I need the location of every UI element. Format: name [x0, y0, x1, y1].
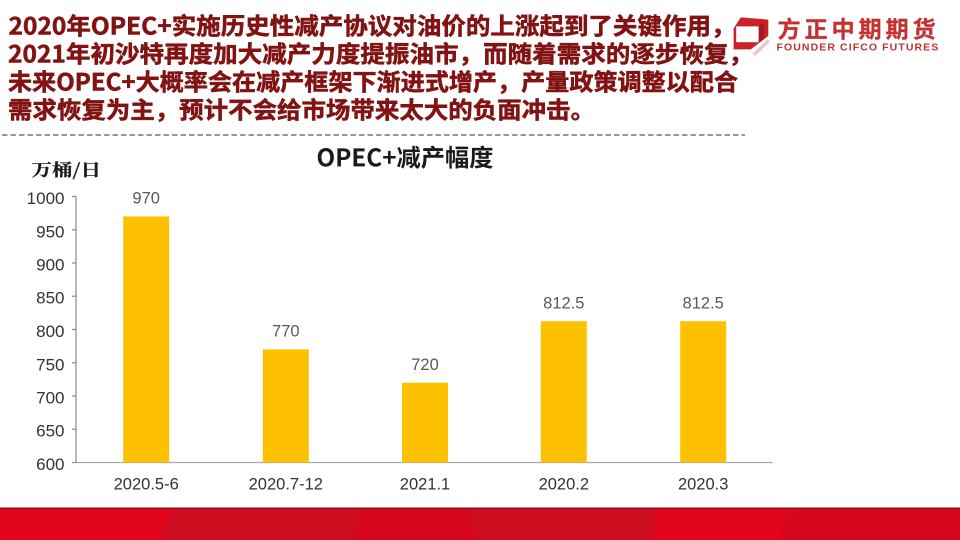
svg-text:970: 970 [132, 190, 160, 208]
svg-text:650: 650 [36, 422, 64, 441]
svg-text:770: 770 [272, 323, 300, 341]
svg-text:720: 720 [411, 356, 439, 374]
svg-text:812.5: 812.5 [543, 294, 584, 312]
svg-text:900: 900 [36, 256, 64, 275]
svg-text:2020.3: 2020.3 [678, 476, 728, 494]
svg-text:800: 800 [36, 322, 64, 341]
svg-text:2020.5-6: 2020.5-6 [114, 476, 179, 494]
svg-text:700: 700 [36, 389, 64, 408]
svg-text:2020.7-12: 2020.7-12 [249, 476, 323, 494]
svg-text:2020.2: 2020.2 [539, 476, 589, 494]
svg-text:600: 600 [36, 455, 64, 474]
svg-text:2021.1: 2021.1 [400, 476, 450, 494]
svg-text:750: 750 [36, 355, 64, 374]
svg-text:FOUNDER CIFCO FUTURES: FOUNDER CIFCO FUTURES [777, 42, 940, 54]
svg-text:950: 950 [36, 222, 64, 241]
svg-text:812.5: 812.5 [683, 294, 724, 312]
svg-text:850: 850 [36, 289, 64, 308]
svg-text:1000: 1000 [27, 189, 65, 208]
